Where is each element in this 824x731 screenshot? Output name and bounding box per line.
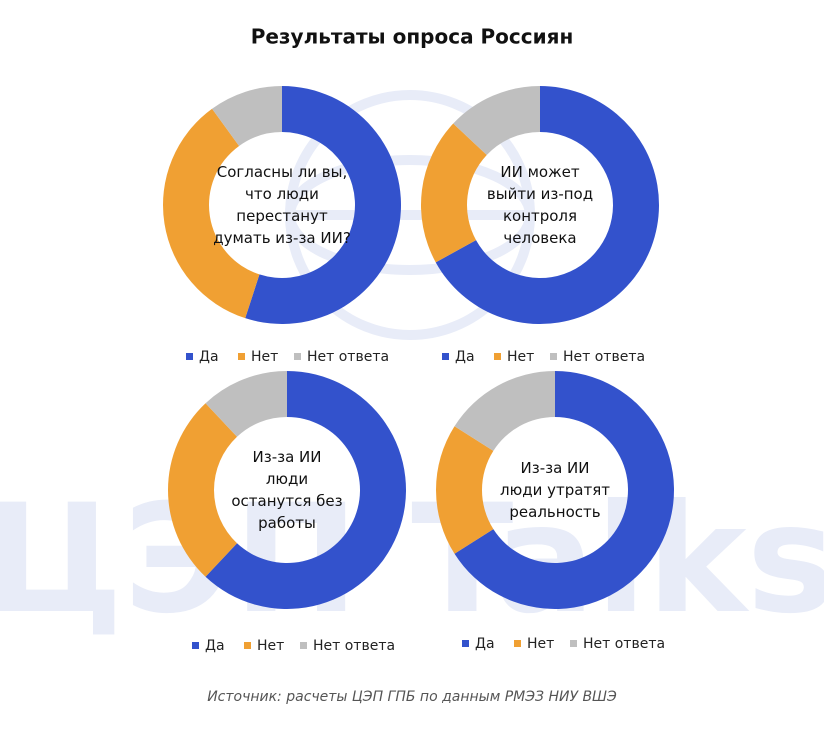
logo-globe bbox=[285, 90, 535, 340]
legend-swatch bbox=[514, 640, 521, 647]
legend-swatch bbox=[238, 353, 245, 360]
legend-label: Нет bbox=[527, 636, 554, 652]
donut-segment bbox=[454, 371, 555, 451]
legend-label: Нет bbox=[507, 349, 534, 365]
legend-label: Нет bbox=[257, 638, 284, 654]
legend-label: Да bbox=[205, 638, 225, 654]
donut-segment bbox=[454, 371, 674, 610]
donut-segment bbox=[436, 426, 494, 554]
donut-label: Из-за ИИ люди останутся без работы bbox=[231, 448, 343, 532]
donut-segment bbox=[168, 403, 238, 577]
legend-label: Да bbox=[199, 349, 219, 365]
watermark: ЦЭП Talks bbox=[0, 473, 824, 647]
legend-swatch bbox=[550, 353, 557, 360]
legend-swatch bbox=[294, 353, 301, 360]
donut-segment bbox=[212, 86, 282, 146]
legend-label: Нет ответа bbox=[563, 349, 645, 365]
donut-segment bbox=[435, 86, 660, 324]
donut-label: Согласны ли вы, что люди перестанут дума… bbox=[213, 163, 351, 247]
donut-segment bbox=[245, 86, 402, 324]
donut-segment bbox=[453, 86, 540, 156]
donut-segment bbox=[421, 123, 487, 263]
donut-label: Из-за ИИ люди утратят реальность bbox=[500, 459, 610, 521]
page-title: Результаты опроса Россиян bbox=[251, 25, 574, 49]
legend-swatch bbox=[244, 642, 251, 649]
donut-segment bbox=[163, 108, 260, 319]
donut-segment bbox=[205, 371, 407, 610]
legend-label: Нет ответа bbox=[307, 349, 389, 365]
legend-swatch bbox=[186, 353, 193, 360]
legend-swatch bbox=[494, 353, 501, 360]
legend-label: Нет ответа bbox=[313, 638, 395, 654]
legend-label: Нет bbox=[251, 349, 278, 365]
legend-swatch bbox=[300, 642, 307, 649]
legend-swatch bbox=[192, 642, 199, 649]
legend-label: Да bbox=[455, 349, 475, 365]
legend-swatch bbox=[442, 353, 449, 360]
legend-swatch bbox=[462, 640, 469, 647]
donut-segment bbox=[205, 371, 287, 437]
donut-label: ИИ может выйти из-под контроля человека bbox=[486, 163, 594, 247]
legend-label: Нет ответа bbox=[583, 636, 665, 652]
source-note: Источник: расчеты ЦЭП ГПБ по данным РМЭЗ… bbox=[207, 689, 617, 705]
legend-label: Да bbox=[475, 636, 495, 652]
legend-swatch bbox=[570, 640, 577, 647]
